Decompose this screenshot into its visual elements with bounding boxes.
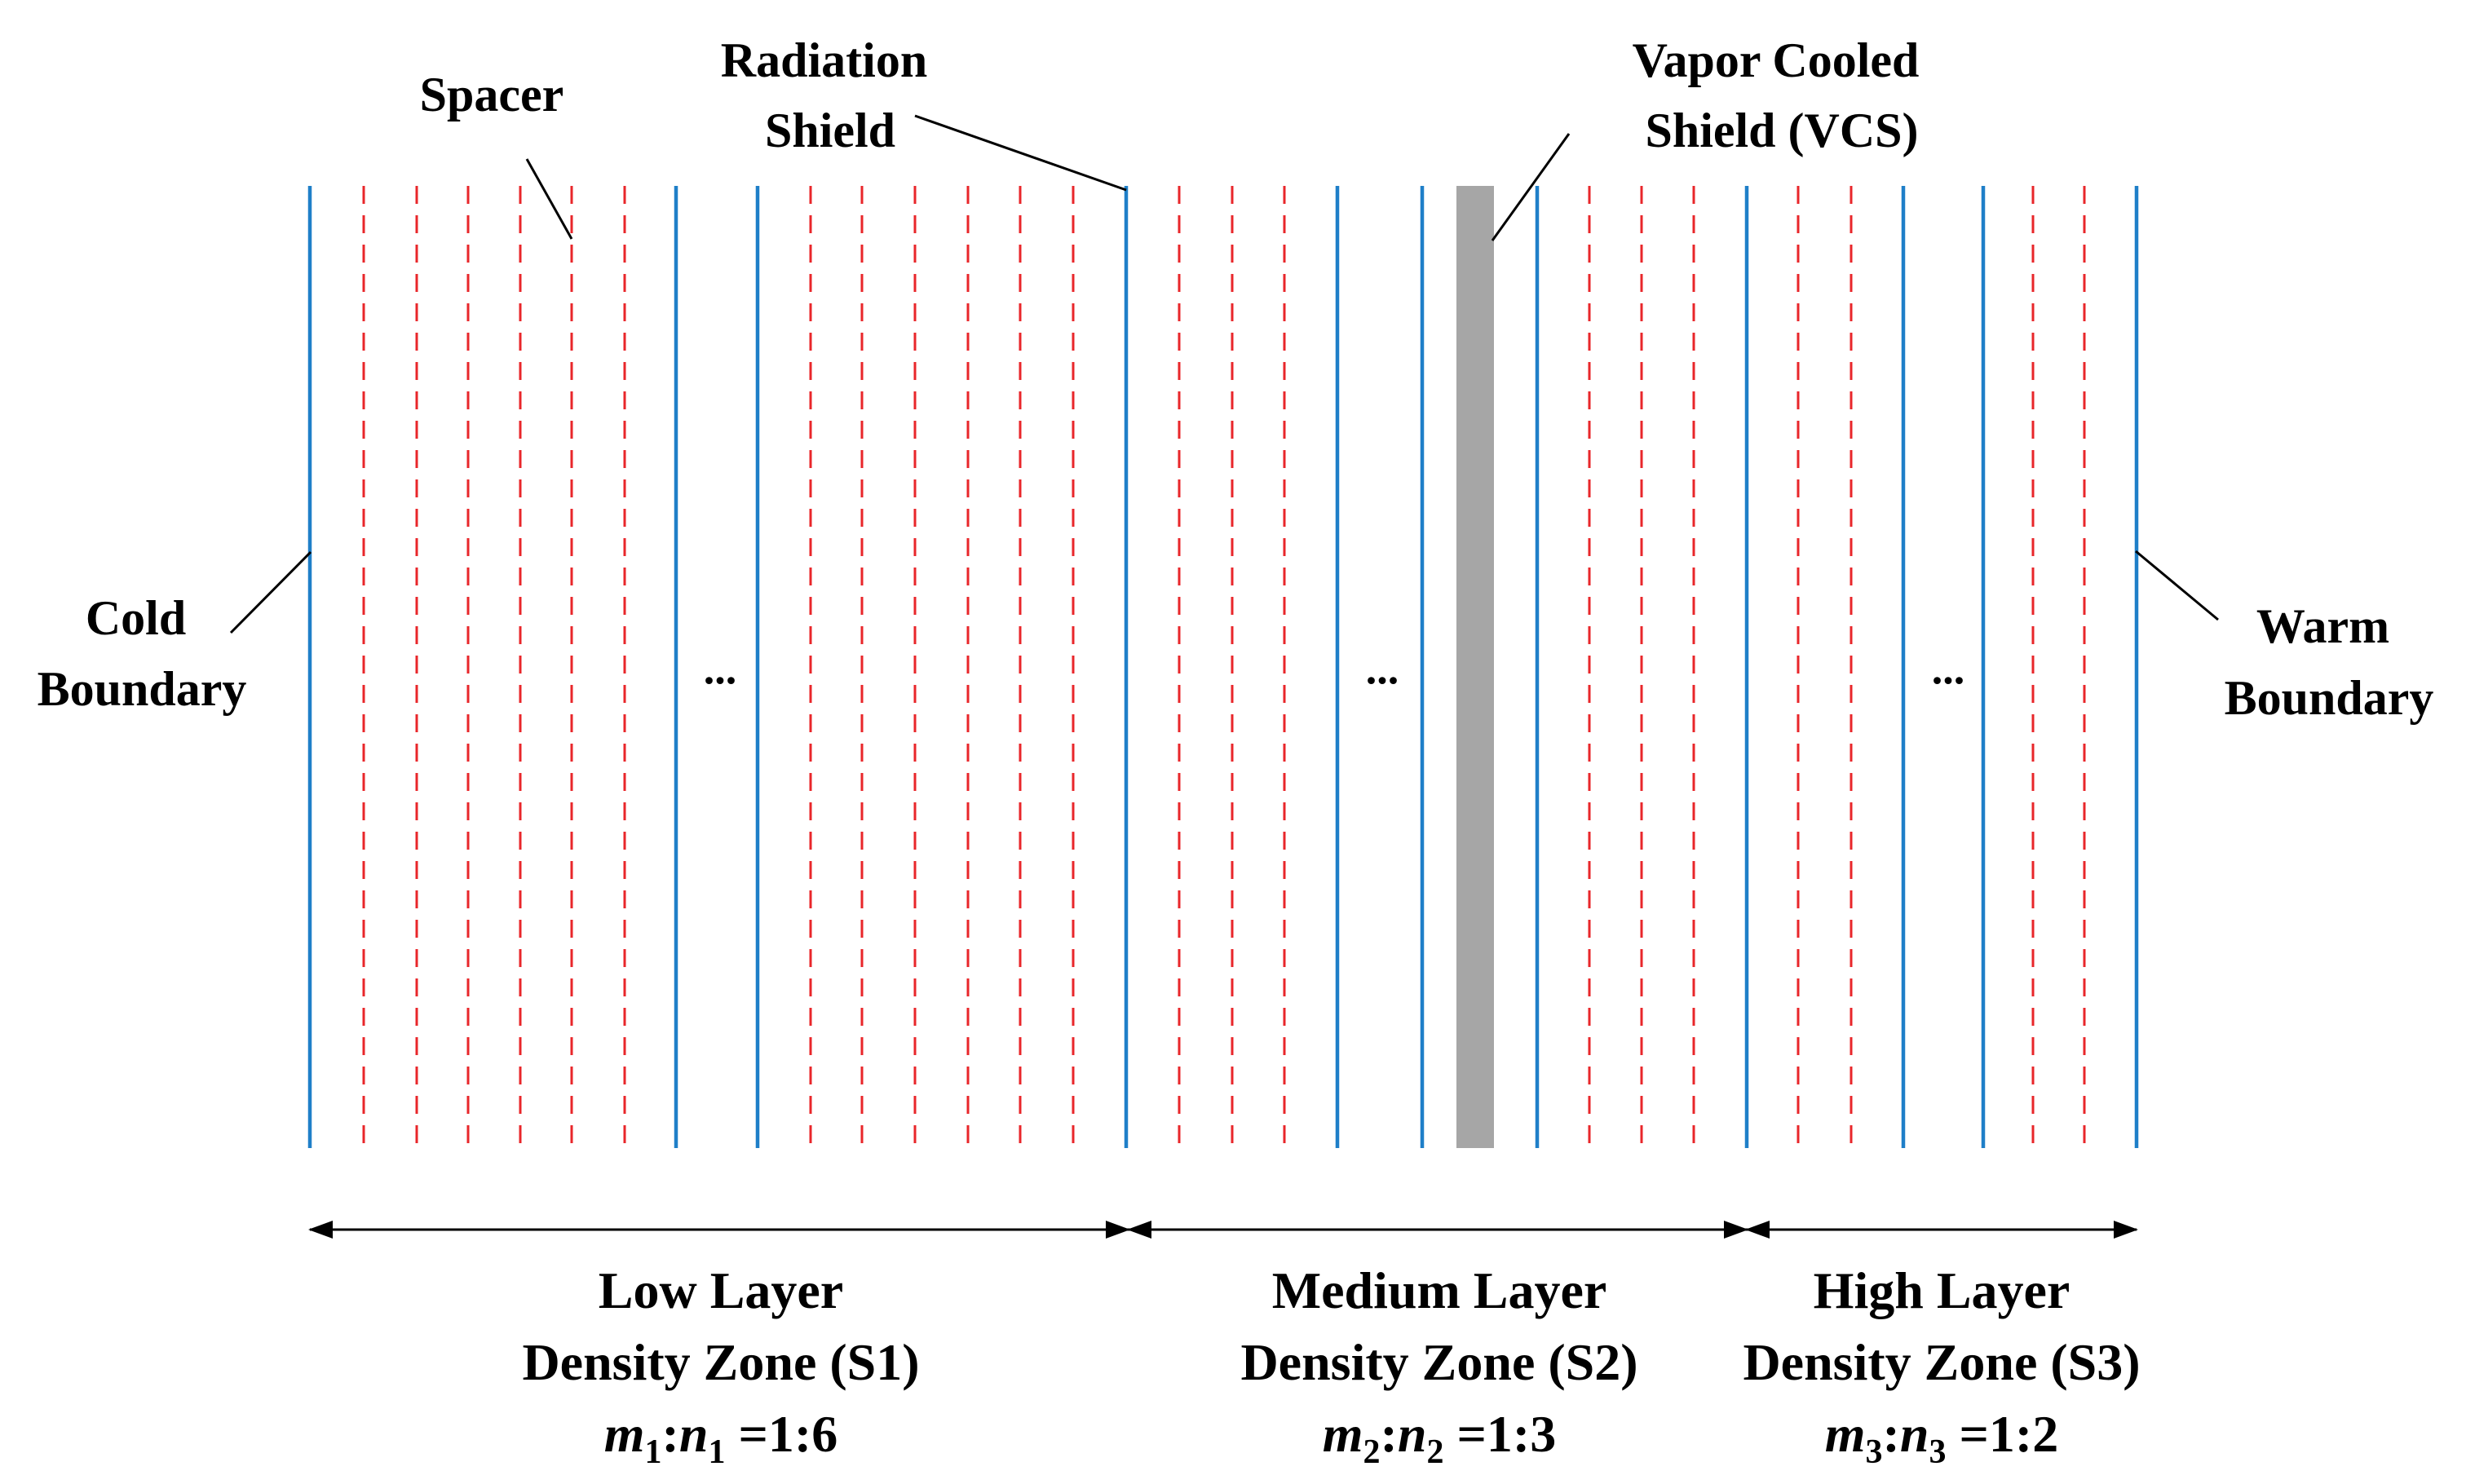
svg-text:m2:n2 =1:3: m2:n2 =1:3 bbox=[1323, 1405, 1556, 1471]
spacer-leader bbox=[525, 158, 573, 240]
vcs-label: Vapor Cooled Shield (VCS) bbox=[1633, 33, 1932, 157]
ellipsis-s3: ... bbox=[1932, 644, 1965, 693]
warm-boundary-leader bbox=[2135, 550, 2219, 621]
vapor-cooled-shield-bar bbox=[1456, 186, 1494, 1148]
svg-text:Density Zone (S3): Density Zone (S3) bbox=[1743, 1333, 2140, 1391]
zone-caption-s1: Low Layer Density Zone (S1) m1:n1 =1:6 bbox=[522, 1261, 919, 1471]
zone-caption-s2: Medium Layer Density Zone (S2) m2:n2 =1:… bbox=[1240, 1261, 1637, 1471]
vcs-leader bbox=[1491, 133, 1571, 241]
radiation-shield-label: Radiation Shield bbox=[721, 33, 939, 157]
warm-boundary-label: Warm Boundary bbox=[2225, 599, 2434, 725]
layer-lines bbox=[307, 186, 2139, 1148]
radiation-shield-leader bbox=[914, 114, 1127, 192]
spacer-label: Spacer bbox=[420, 68, 564, 121]
svg-text:Density Zone (S2): Density Zone (S2) bbox=[1240, 1333, 1637, 1391]
ellipsis-s1: ... bbox=[704, 644, 737, 693]
svg-text:m3:n3 =1:2: m3:n3 =1:2 bbox=[1825, 1405, 2058, 1471]
cold-boundary-leader bbox=[229, 550, 312, 634]
svg-text:Low Layer: Low Layer bbox=[599, 1261, 843, 1319]
zone-caption-s3: High Layer Density Zone (S3) m3:n3 =1:2 bbox=[1743, 1261, 2140, 1471]
svg-text:Density Zone (S1): Density Zone (S1) bbox=[522, 1333, 919, 1391]
svg-text:Medium Layer: Medium Layer bbox=[1272, 1261, 1607, 1319]
ellipsis-s2: ... bbox=[1366, 644, 1399, 693]
svg-text:m1:n1 =1:6: m1:n1 =1:6 bbox=[604, 1405, 837, 1471]
svg-text:High Layer: High Layer bbox=[1814, 1261, 2070, 1319]
cold-boundary-label: Cold Boundary bbox=[38, 591, 247, 716]
